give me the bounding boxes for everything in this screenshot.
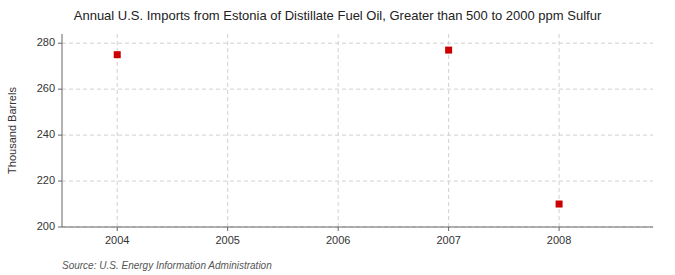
y-tick	[58, 89, 62, 90]
chart-container: 200 220 240 260 280 2004 2005 2006 2007 2008 Thous…	[0, 0, 675, 275]
chart-svg: 200 220 240 260 280 2004 2005 2006 2007 2008 Thous…	[0, 0, 675, 275]
x-tick-label: 2005	[215, 234, 239, 246]
data-point	[114, 51, 121, 58]
background	[0, 0, 675, 275]
y-grid-line	[62, 89, 653, 90]
x-tick	[338, 227, 339, 231]
y-grid-line	[62, 181, 653, 182]
grid	[62, 34, 653, 227]
points	[114, 47, 563, 208]
y-grid-line	[62, 135, 653, 136]
y-tick-label: 220	[37, 174, 55, 186]
x-tick	[448, 227, 449, 231]
x-axis-line	[62, 227, 653, 228]
x-tick-label: 2006	[326, 234, 350, 246]
y-grid-line	[62, 43, 653, 44]
y-axis-line	[62, 34, 63, 227]
data-point	[445, 47, 452, 54]
x-tick	[117, 227, 118, 231]
x-grid-line	[448, 34, 449, 227]
source-note: Source: U.S. Energy Information Administ…	[62, 260, 272, 271]
y-tick-label: 280	[37, 36, 55, 48]
y-tick	[58, 181, 62, 182]
x-tick-label: 2004	[105, 234, 129, 246]
x-tick-label: 2008	[547, 234, 571, 246]
x-grid-line	[338, 34, 339, 227]
y-tick	[58, 43, 62, 44]
x-grid-line	[559, 34, 560, 227]
y-tick-label: 260	[37, 82, 55, 94]
y-axis-label: Thousand Barrels	[6, 87, 18, 174]
y-grid-line	[62, 227, 653, 228]
x-grid-line	[227, 34, 228, 227]
y-tick	[58, 227, 62, 228]
chart-title: Annual U.S. Imports from Estonia of Dist…	[74, 8, 602, 23]
x-tick	[227, 227, 228, 231]
y-tick-label: 240	[37, 128, 55, 140]
x-tick	[559, 227, 560, 231]
y-tick-label: 200	[37, 220, 55, 232]
x-grid-line	[117, 34, 118, 227]
y-tick	[58, 135, 62, 136]
axes: 200 220 240 260 280 2004 2005 2006 2007 2008	[37, 34, 653, 246]
x-tick-label: 2007	[436, 234, 460, 246]
data-point	[556, 201, 563, 208]
